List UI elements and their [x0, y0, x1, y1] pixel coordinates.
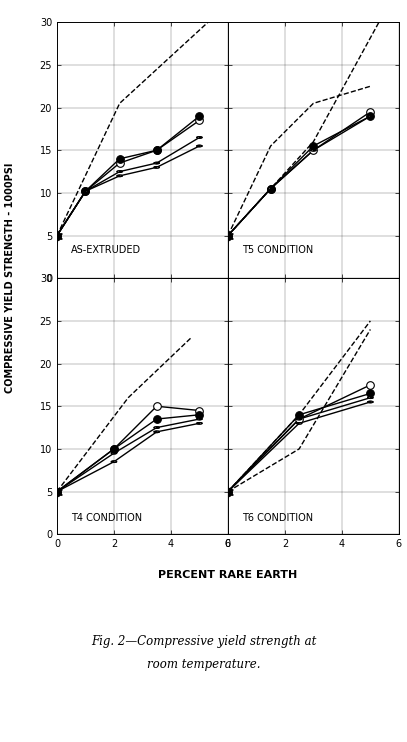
Wedge shape	[199, 137, 202, 138]
Wedge shape	[370, 401, 373, 403]
Wedge shape	[228, 490, 231, 493]
Wedge shape	[111, 453, 114, 454]
Wedge shape	[111, 461, 114, 462]
Wedge shape	[120, 171, 123, 172]
Wedge shape	[368, 401, 370, 403]
Wedge shape	[120, 175, 123, 177]
Wedge shape	[154, 431, 157, 433]
Wedge shape	[225, 490, 228, 493]
Wedge shape	[54, 234, 57, 237]
Wedge shape	[154, 427, 157, 428]
Wedge shape	[157, 162, 160, 164]
Text: AS-EXTRUDED: AS-EXTRUDED	[71, 245, 141, 255]
Wedge shape	[85, 191, 88, 192]
Wedge shape	[228, 490, 231, 493]
Wedge shape	[268, 188, 271, 189]
Wedge shape	[83, 191, 85, 192]
Wedge shape	[85, 191, 88, 192]
Wedge shape	[54, 234, 57, 237]
Wedge shape	[370, 115, 373, 117]
Wedge shape	[54, 490, 57, 493]
Text: Fig. 2—Compressive yield strength at: Fig. 2—Compressive yield strength at	[91, 635, 316, 649]
Wedge shape	[197, 137, 199, 138]
Wedge shape	[117, 171, 120, 172]
Text: T6 CONDITION: T6 CONDITION	[242, 513, 313, 523]
Wedge shape	[197, 422, 199, 424]
Wedge shape	[311, 149, 313, 151]
Wedge shape	[57, 490, 60, 493]
Wedge shape	[57, 490, 60, 493]
Wedge shape	[299, 422, 302, 424]
Wedge shape	[57, 234, 60, 237]
Text: T4 CONDITION: T4 CONDITION	[71, 513, 142, 523]
Wedge shape	[313, 149, 316, 151]
Text: room temperature.: room temperature.	[147, 657, 260, 671]
Wedge shape	[296, 422, 299, 424]
Wedge shape	[225, 234, 228, 237]
Wedge shape	[197, 145, 199, 147]
Wedge shape	[271, 188, 274, 189]
Wedge shape	[228, 234, 231, 237]
Wedge shape	[154, 162, 157, 164]
Wedge shape	[197, 418, 199, 420]
Wedge shape	[368, 397, 370, 398]
Wedge shape	[157, 431, 160, 433]
Wedge shape	[368, 115, 370, 117]
Wedge shape	[157, 166, 160, 168]
Wedge shape	[370, 397, 373, 398]
Text: COMPRESSIVE YIELD STRENGTH - 1000PSI: COMPRESSIVE YIELD STRENGTH - 1000PSI	[5, 163, 15, 393]
Wedge shape	[299, 418, 302, 420]
Wedge shape	[83, 191, 85, 192]
Wedge shape	[157, 427, 160, 428]
Wedge shape	[154, 166, 157, 168]
Wedge shape	[199, 422, 202, 424]
Wedge shape	[114, 461, 117, 462]
Wedge shape	[54, 490, 57, 493]
Wedge shape	[199, 418, 202, 420]
Wedge shape	[57, 234, 60, 237]
Wedge shape	[225, 490, 228, 493]
Wedge shape	[199, 145, 202, 147]
Wedge shape	[117, 175, 120, 177]
Wedge shape	[296, 418, 299, 420]
Text: PERCENT RARE EARTH: PERCENT RARE EARTH	[158, 570, 298, 580]
Wedge shape	[114, 453, 117, 454]
Text: T5 CONDITION: T5 CONDITION	[242, 245, 313, 255]
